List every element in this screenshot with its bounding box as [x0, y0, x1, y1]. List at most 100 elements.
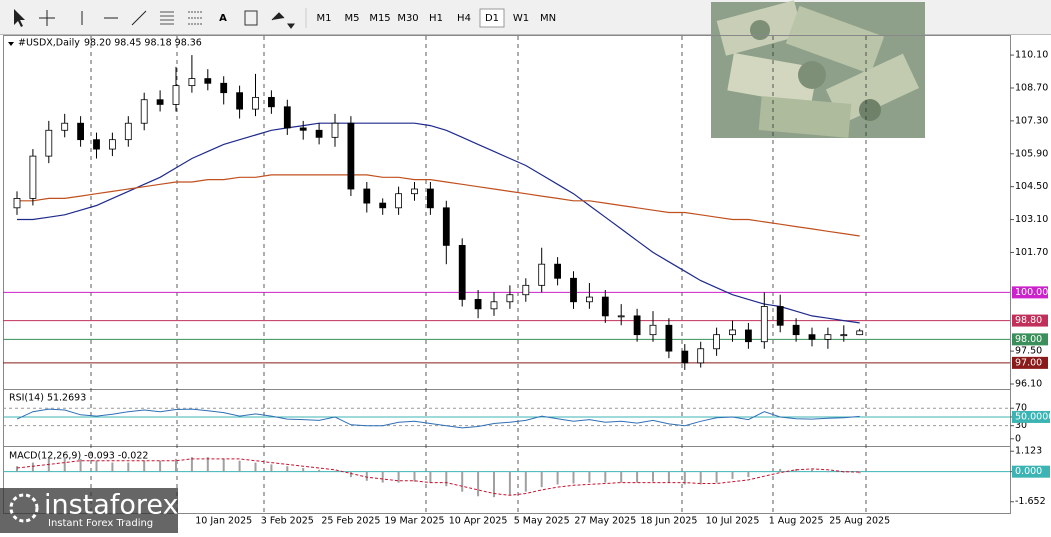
crosshair-icon[interactable]	[39, 10, 55, 26]
timeframe-button[interactable]: H1	[429, 13, 443, 24]
level-label: 98.80	[1015, 315, 1042, 326]
arrows-icon[interactable]	[271, 12, 295, 29]
candle-body	[236, 92, 244, 110]
macd-bar	[715, 471, 718, 483]
timeframe-button[interactable]: M30	[397, 13, 418, 24]
level-label-bg	[1012, 286, 1048, 299]
y-tick-label: 50.0000	[1015, 411, 1051, 422]
timeframe-active	[479, 8, 505, 28]
timeframe-button[interactable]: H4	[457, 13, 471, 24]
macd-bar	[588, 471, 591, 483]
channel-icon[interactable]	[160, 11, 174, 25]
chart-title: #USDX,Daily	[18, 38, 80, 49]
watermark-tagline: Instant Forex Trading	[48, 518, 153, 529]
y-tick-label-bg	[1012, 465, 1050, 478]
candle-body	[204, 78, 212, 84]
macd-bar	[445, 471, 448, 487]
label-icon[interactable]	[244, 10, 258, 26]
timeframe-button[interactable]: D1	[485, 13, 499, 24]
macd-bar	[175, 458, 177, 472]
candle-body	[570, 277, 577, 303]
macd-bar	[477, 471, 480, 497]
macd-bar	[636, 471, 639, 483]
candle-body	[808, 334, 816, 340]
timeframe-button[interactable]: M5	[345, 13, 360, 24]
candle-body	[840, 334, 848, 337]
y-tick-label: 1.123	[1015, 446, 1042, 457]
candle-body	[29, 155, 37, 199]
macd-bar	[652, 471, 654, 482]
macd-bar	[826, 471, 829, 473]
macd-bar	[667, 471, 670, 483]
macd-bar	[334, 470, 336, 472]
candle-body	[363, 188, 371, 204]
macd-bar	[302, 468, 305, 472]
timeframe-button[interactable]: W1	[513, 13, 529, 24]
text-tool[interactable]: A	[219, 13, 227, 24]
candle-body	[220, 82, 228, 94]
x-tick-label: 19 Mar 2025	[384, 516, 444, 527]
y-tick-label: 30	[1015, 420, 1027, 431]
candle-body	[331, 122, 339, 138]
macd-bar	[31, 462, 34, 472]
cursor-icon[interactable]	[14, 9, 25, 27]
candle-body	[140, 99, 148, 124]
toolbar-icons: A	[14, 8, 307, 29]
macd-bar	[365, 471, 368, 481]
macd-bar	[270, 464, 273, 472]
candle-body	[77, 122, 84, 141]
macd-bar	[397, 471, 400, 483]
macd-bar	[795, 468, 798, 472]
candle-body	[109, 139, 116, 150]
candle-body	[45, 129, 53, 157]
candle-body	[856, 330, 864, 336]
timeframe-button[interactable]: MN	[540, 13, 556, 24]
macd-bar	[811, 469, 813, 472]
watermark-brand: instaforex	[44, 490, 178, 521]
macd-bar	[190, 457, 193, 472]
macd-bar	[763, 471, 766, 473]
x-tick-label: 5 May 2025	[514, 516, 570, 527]
level-label-bg	[1012, 356, 1048, 369]
candle-body	[601, 296, 609, 317]
candle-body	[760, 306, 768, 343]
candle-body	[586, 296, 593, 303]
macd-bar	[461, 471, 464, 492]
fibo-icon[interactable]	[188, 11, 202, 25]
candle-body	[426, 188, 434, 209]
level-label: 98.00	[1015, 334, 1042, 345]
candle-body	[156, 99, 164, 105]
candle-body	[315, 129, 323, 138]
macd-bar	[143, 460, 146, 472]
macd-bar	[381, 471, 384, 483]
macd-bar	[238, 460, 241, 472]
candle-body	[522, 284, 530, 296]
macd-bar	[493, 471, 495, 498]
x-tick-label: 25 Aug 2025	[829, 516, 890, 527]
candle-body	[267, 96, 275, 108]
macd-bar	[540, 471, 543, 488]
y-tick-label: 96.10	[1015, 379, 1042, 390]
x-tick-label: 10 Jan 2025	[195, 516, 252, 527]
watermark: instaforex Instant Forex Trading	[0, 488, 178, 533]
candle-body	[252, 96, 259, 110]
rsi-line	[16, 408, 860, 429]
candle-body	[729, 329, 736, 336]
timeframe-button[interactable]: M15	[369, 13, 390, 24]
y-tick-label: 101.70	[1015, 247, 1048, 258]
trendline-icon[interactable]	[131, 10, 147, 26]
candle-body	[681, 350, 689, 364]
candle-body	[411, 188, 418, 195]
timeframe-button[interactable]: M1	[317, 13, 332, 24]
y-tick-label: 110.10	[1015, 50, 1048, 61]
candle-body	[13, 198, 21, 209]
macd-bar	[731, 471, 734, 479]
candle-body	[347, 122, 355, 190]
macd-bar	[747, 471, 750, 478]
candle-body	[61, 122, 69, 131]
macd-bar	[254, 462, 257, 472]
candle-body	[649, 324, 657, 336]
macd-bar	[524, 471, 527, 492]
macd-bar	[604, 471, 607, 483]
